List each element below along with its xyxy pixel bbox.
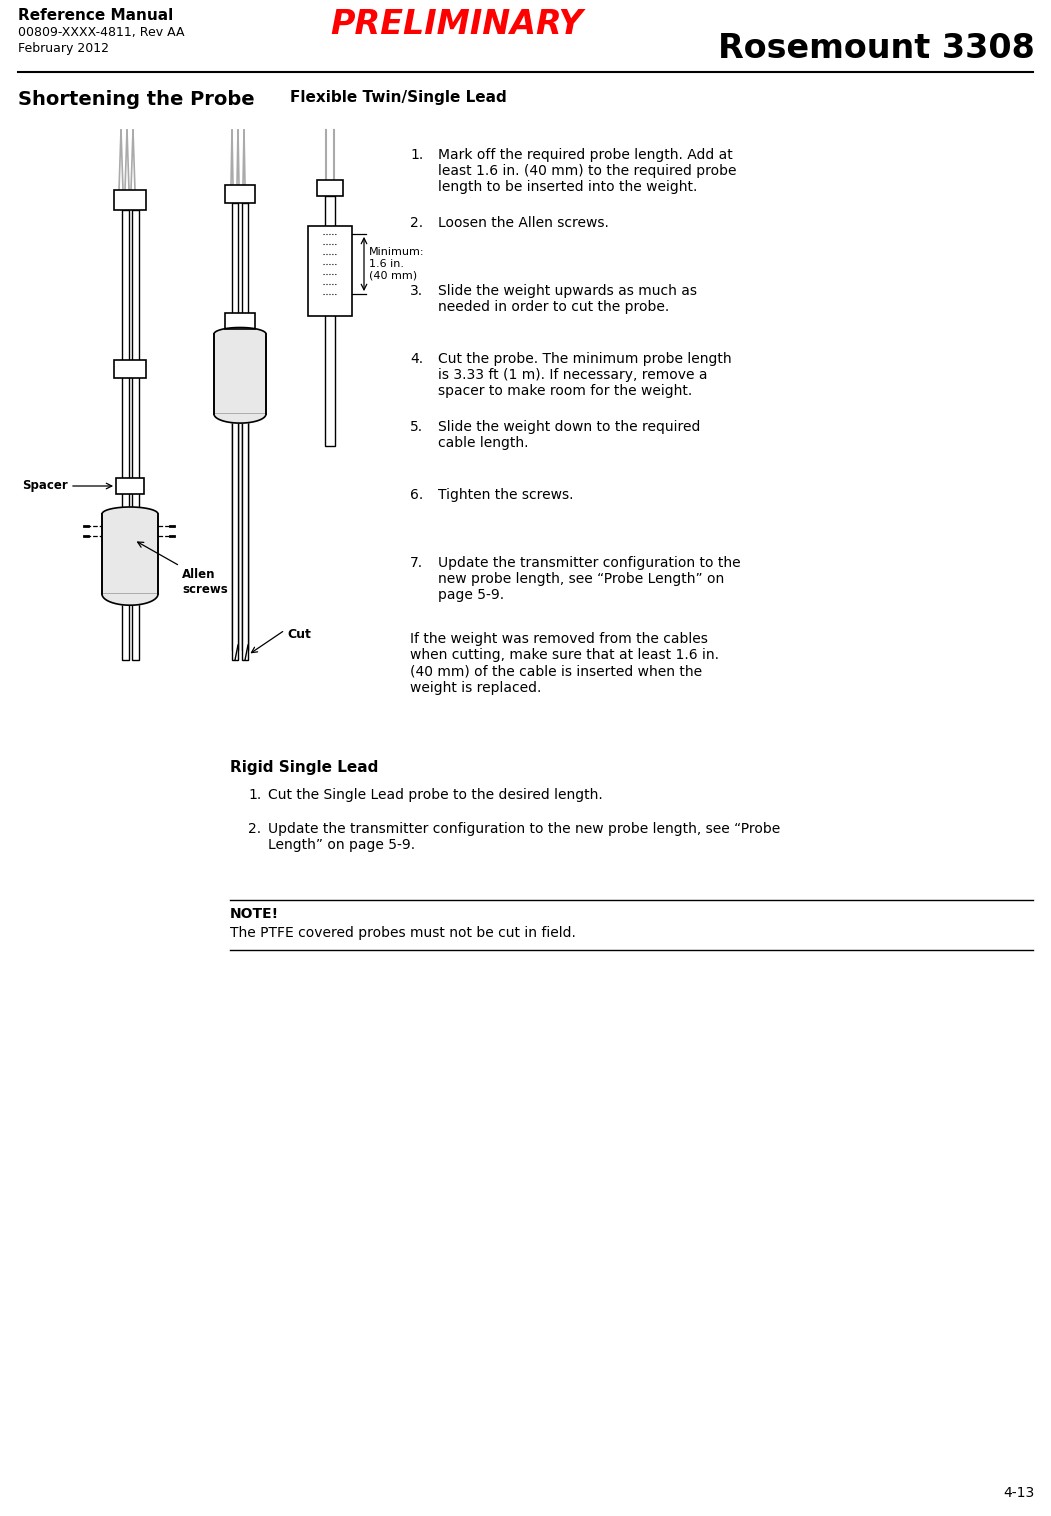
- Bar: [114, 190, 146, 211]
- Text: Slide the weight down to the required
cable length.: Slide the weight down to the required ca…: [438, 420, 700, 450]
- Text: PRELIMINARY: PRELIMINARY: [330, 8, 582, 41]
- Text: Allen
screws: Allen screws: [182, 568, 228, 596]
- Bar: [225, 312, 255, 329]
- Text: Spacer: Spacer: [22, 479, 68, 493]
- Text: 2.: 2.: [248, 822, 261, 835]
- Bar: [122, 211, 129, 659]
- Bar: [317, 180, 343, 196]
- Text: 6.: 6.: [410, 488, 424, 502]
- Text: 1.: 1.: [248, 788, 262, 802]
- Bar: [232, 203, 238, 650]
- Text: Slide the weight upwards as much as
needed in order to cut the probe.: Slide the weight upwards as much as need…: [438, 283, 697, 314]
- Text: Shortening the Probe: Shortening the Probe: [18, 89, 254, 109]
- Text: Minimum:
1.6 in.
(40 mm): Minimum: 1.6 in. (40 mm): [369, 247, 425, 280]
- Text: 4.: 4.: [410, 352, 424, 365]
- Bar: [102, 514, 158, 594]
- Text: Flexible Twin/Single Lead: Flexible Twin/Single Lead: [290, 89, 507, 105]
- Text: Mark off the required probe length. Add at
least 1.6 in. (40 mm) to the required: Mark off the required probe length. Add …: [438, 149, 737, 194]
- Bar: [116, 478, 144, 494]
- Text: 4-13: 4-13: [1004, 1486, 1035, 1499]
- Text: If the weight was removed from the cables
when cutting, make sure that at least : If the weight was removed from the cable…: [410, 632, 719, 694]
- Text: Cut: Cut: [287, 628, 311, 641]
- Polygon shape: [102, 594, 158, 605]
- Text: Tighten the screws.: Tighten the screws.: [438, 488, 574, 502]
- Text: The PTFE covered probes must not be cut in field.: The PTFE covered probes must not be cut …: [230, 926, 576, 940]
- Text: 2.: 2.: [410, 215, 424, 230]
- Polygon shape: [214, 414, 266, 423]
- Text: Rigid Single Lead: Rigid Single Lead: [230, 760, 378, 775]
- Text: 3.: 3.: [410, 283, 424, 299]
- Text: Update the transmitter configuration to the
new probe length, see “Probe Length”: Update the transmitter configuration to …: [438, 556, 741, 602]
- Text: Cut the probe. The minimum probe length
is 3.33 ft (1 m). If necessary, remove a: Cut the probe. The minimum probe length …: [438, 352, 731, 399]
- Text: February 2012: February 2012: [18, 42, 109, 55]
- Text: Rosemount 3308: Rosemount 3308: [718, 32, 1035, 65]
- Bar: [308, 226, 352, 315]
- Bar: [214, 334, 266, 414]
- Text: 5.: 5.: [410, 420, 424, 434]
- Text: 00809-XXXX-4811, Rev AA: 00809-XXXX-4811, Rev AA: [18, 26, 185, 39]
- Text: Reference Manual: Reference Manual: [18, 8, 173, 23]
- Bar: [225, 185, 255, 203]
- Text: 1.: 1.: [410, 149, 424, 162]
- Bar: [242, 203, 248, 650]
- Text: Cut the Single Lead probe to the desired length.: Cut the Single Lead probe to the desired…: [268, 788, 603, 802]
- Text: Update the transmitter configuration to the new probe length, see “Probe
Length”: Update the transmitter configuration to …: [268, 822, 780, 852]
- Text: 7.: 7.: [410, 556, 424, 570]
- Text: NOTE!: NOTE!: [230, 907, 280, 922]
- Bar: [232, 418, 238, 659]
- Bar: [242, 418, 248, 659]
- Text: Loosen the Allen screws.: Loosen the Allen screws.: [438, 215, 609, 230]
- Bar: [325, 196, 335, 446]
- Bar: [132, 211, 139, 659]
- Bar: [114, 359, 146, 377]
